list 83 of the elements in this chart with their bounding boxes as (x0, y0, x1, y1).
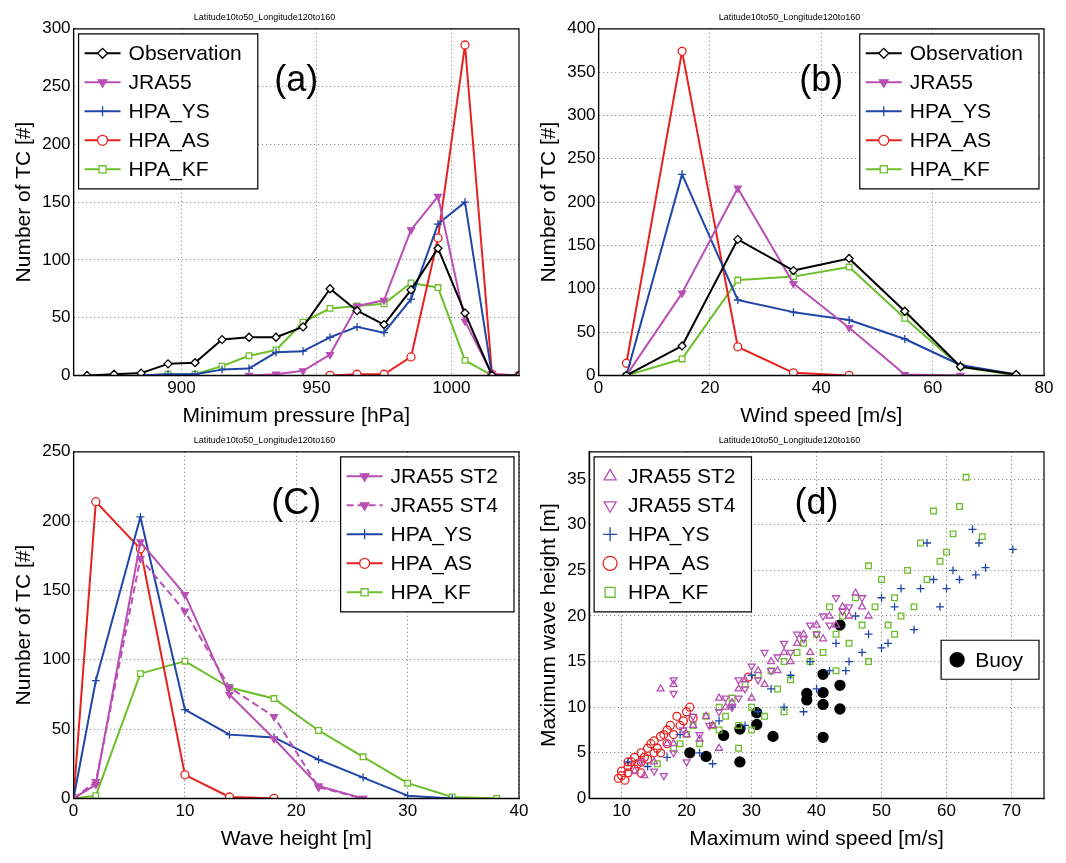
chart-title: Latitude10to50_Longitude120to160 (193, 434, 336, 445)
legend-label: HPA_KF (390, 580, 471, 605)
y-tick-label: 300 (42, 18, 71, 38)
x-tick-label: 40 (811, 378, 831, 398)
y-tick-label: 150 (42, 580, 71, 600)
y-tick-label: 20 (567, 605, 587, 625)
legend-label: HPA_KF (909, 157, 990, 182)
y-tick-label: 250 (42, 441, 71, 461)
y-tick-label: 50 (576, 321, 596, 341)
x-tick-label: 30 (742, 801, 762, 821)
x-tick-label: 60 (923, 378, 943, 398)
x-tick-label: 10 (175, 801, 195, 821)
legend-label: Observation (909, 41, 1024, 65)
legend-label: Buoy (975, 647, 1024, 671)
legend-label: HPA_KF (128, 157, 209, 182)
legend-label: HPA_YS (909, 99, 992, 124)
legend-label: JRA55 ST4 (628, 493, 736, 517)
y-tick-label: 5 (576, 742, 587, 762)
legend-label: JRA55 ST2 (628, 464, 736, 488)
y-tick-label: 250 (42, 76, 71, 96)
y-tick-label: 150 (567, 235, 596, 255)
legend-label: HPA_AS (128, 128, 210, 153)
y-axis-title: Number of TC [#] (11, 121, 35, 283)
y-axis-title: Number of TC [#] (11, 544, 35, 706)
x-tick-label: 10 (612, 801, 632, 821)
y-tick-label: 0 (61, 365, 71, 385)
y-tick-label: 50 (51, 307, 71, 327)
legend-label: HPA_YS (390, 522, 472, 547)
legend-label: JRA55 (909, 70, 973, 94)
annotation: (a) (274, 57, 319, 99)
annotation: (d) (794, 480, 839, 522)
y-tick-label: 0 (576, 788, 587, 808)
y-axis-title: Number of TC [#] (536, 121, 560, 283)
x-axis-title: Wave height [m] (220, 826, 372, 850)
y-tick-label: 50 (51, 718, 71, 738)
chart-title: Latitude10to50_Longitude120to160 (193, 11, 336, 22)
x-tick-label: 1000 (432, 378, 471, 398)
x-tick-label: 20 (677, 801, 697, 821)
y-tick-label: 200 (567, 191, 596, 211)
x-tick-label: 40 (509, 801, 529, 821)
annotation: (C) (271, 480, 322, 522)
y-tick-label: 200 (42, 134, 71, 154)
x-tick-label: 20 (286, 801, 306, 821)
legend-label: Observation (128, 41, 242, 65)
x-axis-title: Minimum pressure [hPa] (182, 403, 411, 427)
legend-label: HPA_YS (628, 522, 710, 547)
y-tick-label: 30 (567, 514, 587, 534)
x-tick-label: 80 (1034, 378, 1054, 398)
x-tick-label: 20 (700, 378, 720, 398)
legend-label: JRA55 (128, 70, 192, 94)
x-tick-label: 70 (1002, 801, 1021, 821)
y-tick-label: 300 (567, 105, 596, 125)
legend-label: HPA_AS (390, 551, 472, 576)
x-axis-title: Maximum wind speed [m/s] (689, 826, 944, 850)
y-tick-label: 25 (567, 560, 587, 580)
legend-label: JRA55 ST4 (390, 493, 499, 517)
x-axis-title: Wind speed [m/s] (740, 403, 903, 427)
y-tick-label: 10 (567, 696, 587, 716)
x-tick-label: 50 (872, 801, 891, 821)
y-tick-label: 100 (42, 649, 71, 669)
y-tick-label: 350 (567, 61, 596, 81)
y-axis-title: Maximum wave height [m] (536, 503, 560, 748)
y-tick-label: 150 (42, 191, 71, 211)
legend-label: JRA55 ST2 (390, 464, 499, 488)
x-tick-label: 30 (398, 801, 418, 821)
x-tick-label: 900 (167, 378, 196, 398)
y-tick-label: 15 (567, 651, 587, 671)
y-tick-label: 100 (42, 249, 71, 269)
y-tick-label: 100 (567, 278, 596, 298)
x-tick-label: 950 (302, 378, 331, 398)
x-tick-label: 60 (937, 801, 956, 821)
chart-title: Latitude10to50_Longitude120to160 (718, 434, 861, 445)
annotation: (b) (799, 57, 844, 99)
x-tick-label: 40 (807, 801, 827, 821)
legend-label: HPA_KF (628, 580, 709, 605)
legend-label: HPA_AS (909, 128, 992, 153)
legend-label: HPA_YS (128, 99, 210, 124)
chart-title: Latitude10to50_Longitude120to160 (718, 11, 861, 22)
y-tick-label: 250 (567, 148, 596, 168)
y-tick-label: 400 (567, 18, 596, 38)
legend-label: HPA_AS (628, 551, 710, 576)
y-tick-label: 200 (42, 510, 71, 530)
y-tick-label: 35 (567, 468, 587, 488)
